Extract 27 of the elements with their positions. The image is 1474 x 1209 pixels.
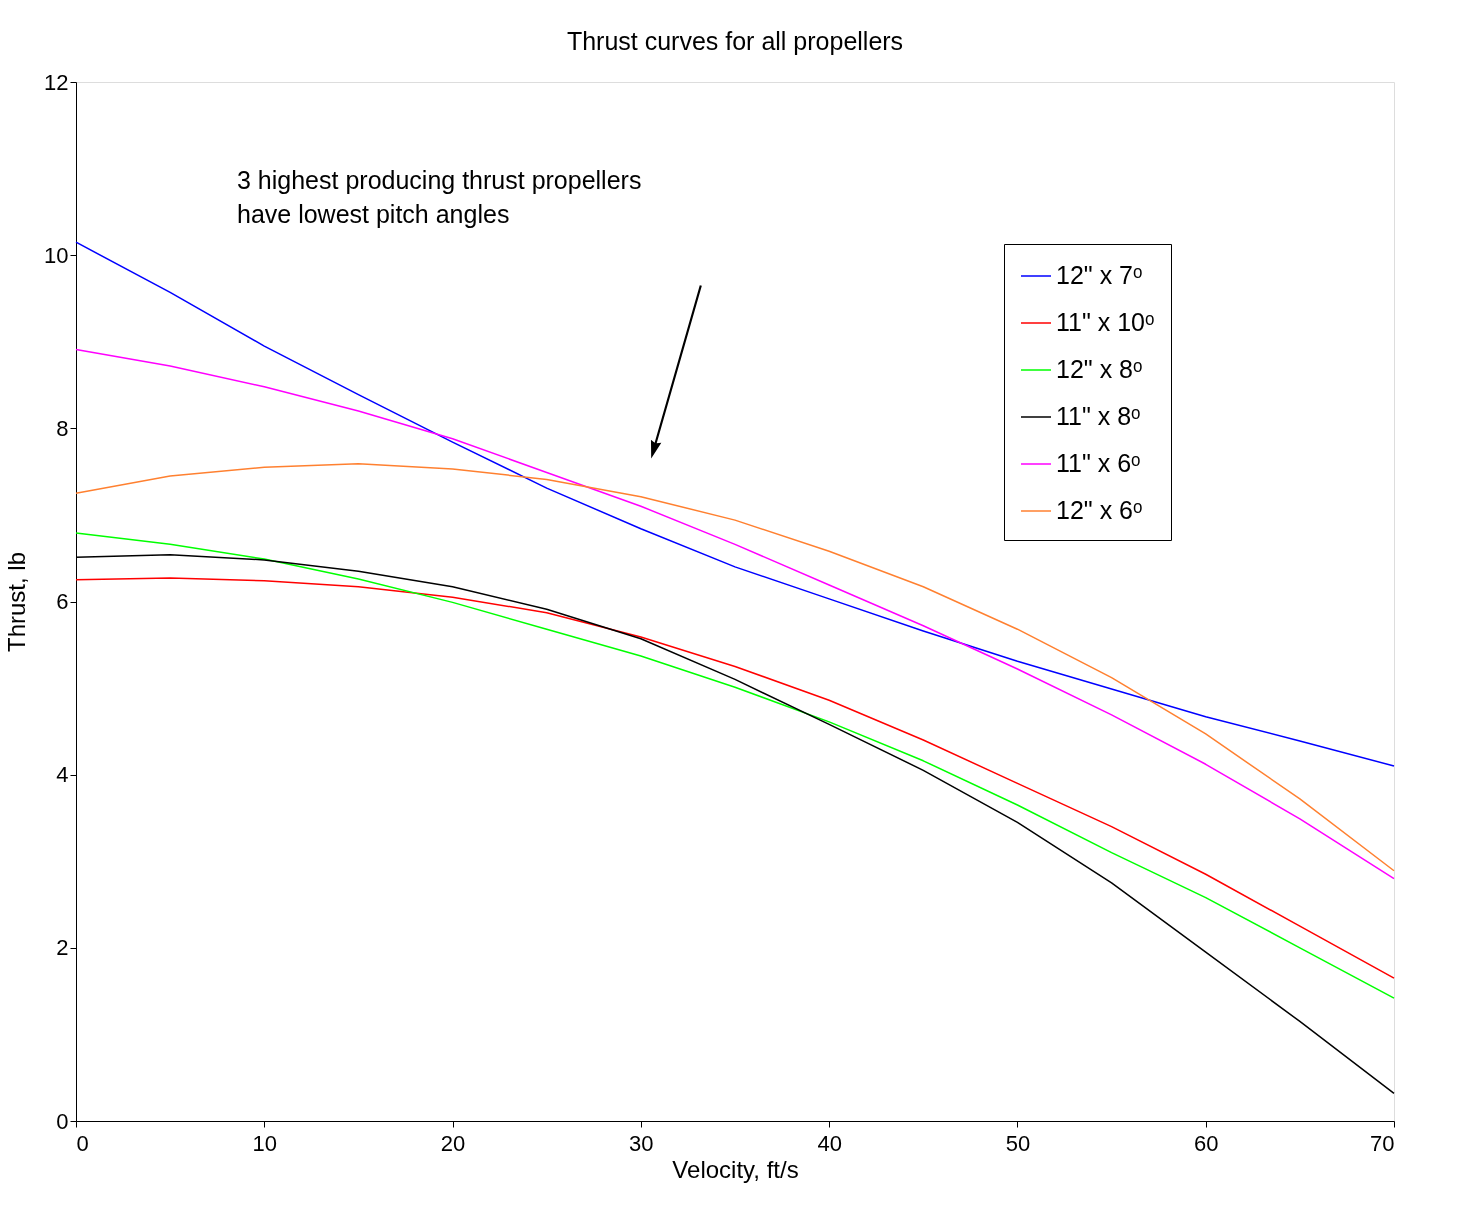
y-axis-title: Thrust, lb — [3, 551, 31, 653]
y-tick-label: 10 — [44, 242, 69, 268]
legend-label: 12" x 8ᵒ — [1056, 355, 1143, 383]
y-tick-label: 4 — [56, 762, 69, 788]
y-tick-label: 8 — [56, 415, 69, 441]
legend-label: 11" x 10ᵒ — [1056, 308, 1155, 336]
y-tick-label: 0 — [56, 1108, 69, 1134]
annotation: 3 highest producing thrust propellers have lowest pitch angles — [237, 166, 642, 228]
legend-label: 12" x 6ᵒ — [1056, 496, 1143, 524]
x-axis-title: Velocity, ft/s — [672, 1155, 799, 1183]
x-tick-label: 10 — [252, 1130, 278, 1156]
line-series — [75, 241, 1395, 767]
x-tick-label: 40 — [817, 1130, 842, 1156]
legend-label: 11" x 8ᵒ — [1056, 402, 1141, 430]
x-tick-label: 60 — [1193, 1130, 1219, 1156]
legend-label: 12" x 7ᵒ — [1056, 261, 1143, 289]
x-tick-label: 70 — [1370, 1130, 1395, 1156]
x-tick-label: 0 — [76, 1130, 89, 1156]
y-tick-label: 2 — [56, 935, 69, 961]
y-tick-label: 12 — [44, 69, 69, 95]
x-tick-label: 50 — [1005, 1130, 1031, 1156]
x-tick-label: 20 — [440, 1130, 466, 1156]
line-series — [75, 348, 1395, 880]
legend-label: 11" x 6ᵒ — [1056, 449, 1141, 477]
x-tick-label: 30 — [629, 1130, 654, 1156]
chart-title: Thrust curves for all propellers — [566, 27, 904, 55]
y-tick-label: 6 — [56, 589, 69, 614]
